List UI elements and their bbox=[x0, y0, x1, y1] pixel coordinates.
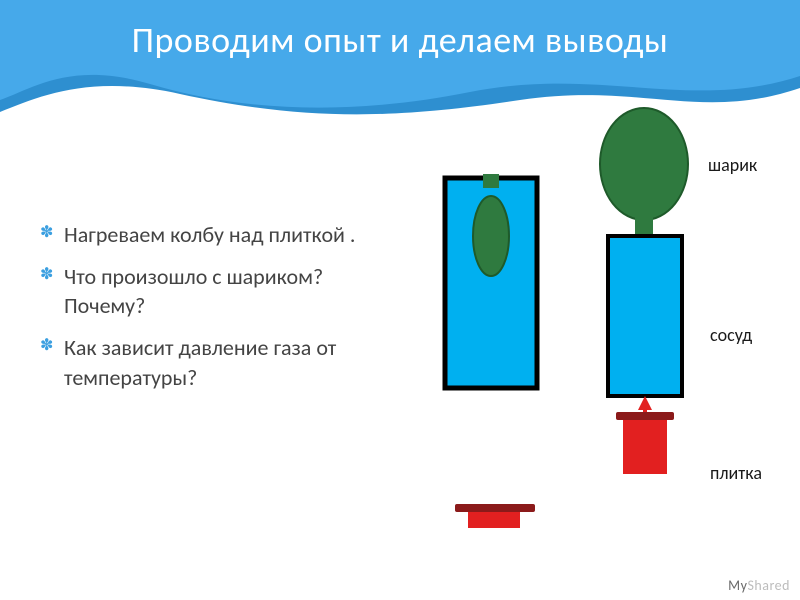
label-balloon: шарик bbox=[708, 154, 757, 176]
left-stove bbox=[455, 504, 535, 528]
label-vessel: сосуд bbox=[710, 324, 752, 346]
watermark-prefix: My bbox=[728, 577, 747, 594]
right-balloon-neck bbox=[635, 216, 653, 236]
right-balloon bbox=[600, 108, 688, 220]
watermark: MyShared bbox=[728, 577, 790, 594]
left-balloon-deflated bbox=[473, 196, 509, 276]
left-balloon-neck bbox=[483, 174, 499, 188]
diagram: шарик сосуд плитка bbox=[400, 100, 780, 580]
bullet-item: Нагреваем колбу над плиткой . bbox=[40, 220, 380, 250]
slide-title: Проводим опыт и делаем выводы bbox=[0, 18, 800, 62]
watermark-suffix: Shared bbox=[747, 577, 790, 594]
bullet-list: Нагреваем колбу над плиткой . Что произо… bbox=[40, 220, 380, 404]
bullet-item: Как зависит давление газа от температуры… bbox=[40, 333, 380, 392]
slide: Проводим опыт и делаем выводы Нагреваем … bbox=[0, 0, 800, 600]
bullet-item: Что произошло с шариком? Почему? bbox=[40, 262, 380, 321]
right-stove bbox=[616, 412, 674, 474]
right-vessel bbox=[608, 236, 682, 396]
heat-arrow-head bbox=[638, 396, 652, 410]
label-stove: плитка bbox=[710, 462, 762, 484]
